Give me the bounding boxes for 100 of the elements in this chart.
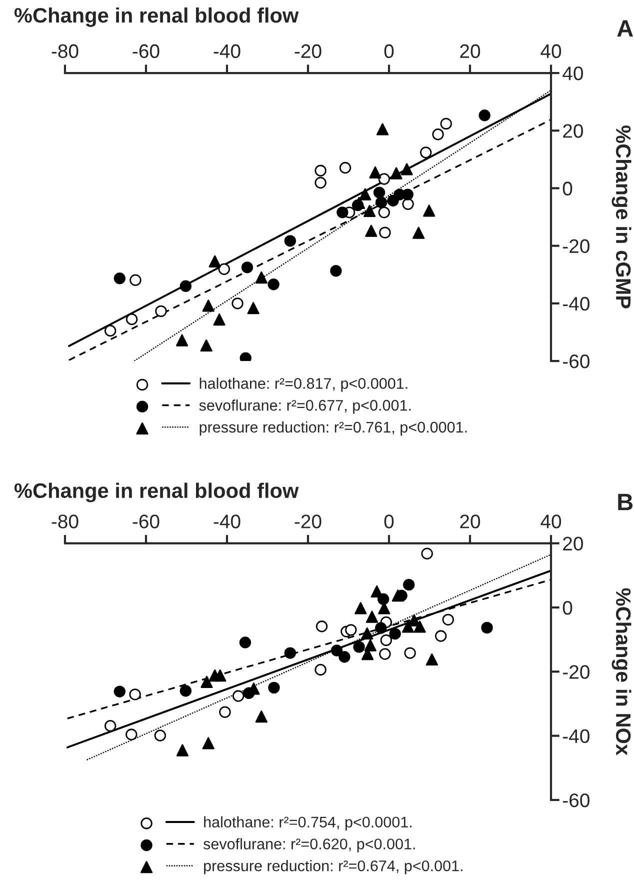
legend-label: sevoflurane: r²=0.677, p<0.001.	[199, 400, 411, 414]
point	[284, 647, 296, 659]
x-tick-label: 0	[384, 44, 394, 58]
point	[200, 339, 212, 352]
point	[114, 272, 126, 284]
point	[155, 305, 167, 318]
y-tick-label: -60	[562, 793, 590, 808]
point	[369, 166, 382, 178]
point	[481, 622, 493, 634]
point	[423, 204, 436, 217]
point	[353, 641, 365, 653]
point	[104, 324, 116, 337]
point	[402, 198, 414, 210]
point	[376, 123, 389, 136]
point	[336, 206, 348, 218]
point	[379, 648, 391, 660]
point	[412, 226, 425, 239]
point	[403, 578, 415, 591]
point	[420, 146, 432, 158]
point	[154, 730, 166, 742]
y-tick-label: -20	[562, 665, 590, 679]
point	[365, 224, 378, 237]
point	[241, 262, 254, 274]
y-tick-label: 0	[562, 600, 572, 615]
point	[202, 300, 214, 312]
point	[126, 728, 138, 740]
x-tick-label: -60	[132, 514, 160, 528]
point	[129, 688, 141, 700]
point	[180, 685, 192, 697]
point	[378, 206, 390, 218]
point	[202, 737, 214, 750]
x-tick-label: -80	[52, 44, 78, 58]
x-tick-label: 40	[540, 44, 562, 58]
point	[284, 235, 296, 247]
x-tick-label: -40	[214, 514, 240, 528]
x-tick-label: -40	[214, 44, 240, 58]
point	[442, 614, 454, 626]
point	[432, 128, 444, 140]
point	[380, 634, 392, 646]
point	[330, 265, 342, 277]
legend-label: pressure reduction: r²=0.761, p<0.0001.	[200, 421, 467, 436]
point	[440, 118, 452, 130]
point	[176, 334, 188, 346]
point	[345, 624, 357, 636]
point	[247, 302, 260, 314]
point	[400, 163, 413, 176]
point	[314, 176, 326, 189]
point	[375, 196, 388, 208]
point	[339, 162, 352, 174]
x-axis-title: %Change in renal blood flow	[14, 7, 299, 27]
point	[404, 647, 416, 659]
y-tick-label: -60	[562, 354, 590, 368]
x-axis-title: %Change in renal blood flow	[14, 482, 299, 502]
point	[219, 706, 231, 718]
legend-label: pressure reduction: r²=0.674, p<0.001.	[204, 860, 462, 874]
point	[354, 602, 367, 614]
point	[314, 164, 326, 176]
point	[435, 630, 447, 642]
point	[200, 676, 213, 688]
x-tick-label: -20	[294, 514, 322, 528]
y-tick-label: -40	[562, 729, 590, 744]
point	[392, 590, 404, 602]
x-tick-label: 20	[460, 514, 480, 528]
point	[104, 720, 116, 732]
point	[478, 110, 490, 122]
legend-label: halothane: r²=0.754, p<0.0001.	[204, 816, 412, 831]
point	[338, 651, 350, 663]
point	[239, 636, 252, 648]
text: B	[618, 494, 633, 510]
point	[268, 682, 280, 694]
point	[316, 620, 328, 632]
x-tick-label: 0	[384, 514, 394, 528]
point	[240, 352, 252, 362]
x-tick-label: -20	[294, 44, 322, 58]
point	[208, 255, 221, 268]
point	[375, 622, 387, 634]
x-tick-label: -80	[52, 514, 78, 528]
point	[232, 298, 244, 310]
point	[379, 226, 391, 238]
point	[255, 271, 268, 284]
point	[214, 669, 226, 682]
point	[255, 710, 268, 723]
point	[363, 204, 376, 218]
x-tick-label: 20	[460, 44, 480, 58]
legend-label: sevoflurane: r²=0.620, p<0.001.	[203, 838, 415, 852]
x-tick-label: -60	[132, 44, 160, 58]
point	[389, 628, 401, 640]
legend-label: halothane: r²=0.817, p<0.0001.	[200, 378, 408, 392]
y-tick-label: -20	[562, 239, 590, 254]
point	[330, 644, 343, 656]
y-axis-title: %Change in NOx	[612, 588, 632, 756]
point	[180, 280, 192, 292]
point	[176, 744, 189, 756]
point	[232, 690, 244, 702]
y-tick-label: 40	[562, 66, 583, 80]
point	[426, 653, 438, 666]
point	[268, 278, 280, 290]
text: A	[617, 20, 634, 36]
point	[421, 548, 433, 560]
point	[370, 585, 383, 598]
